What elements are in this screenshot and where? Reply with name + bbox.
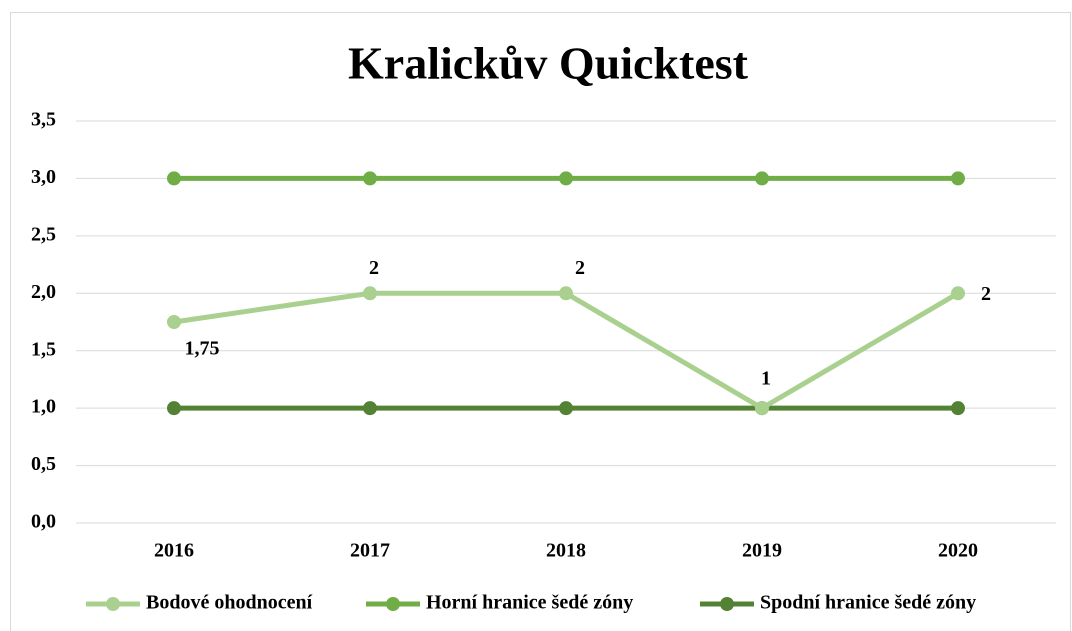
legend-label: Bodové ohodnocení: [146, 592, 313, 614]
x-tick-label: 2019: [742, 540, 782, 562]
y-tick-label: 0,5: [31, 453, 56, 475]
y-tick-label: 1,0: [31, 396, 56, 418]
legend-marker: [106, 597, 120, 611]
marker: [951, 286, 965, 301]
marker: [755, 401, 769, 416]
x-tick-label: 2016: [154, 540, 194, 562]
y-tick-label: 2,5: [31, 223, 56, 245]
marker: [363, 286, 377, 301]
y-tick-label: 3,0: [31, 166, 56, 188]
data-label: 1: [761, 368, 771, 390]
data-label: 2: [369, 257, 379, 279]
data-label: 1,75: [185, 338, 220, 360]
legend-label: Spodní hranice šedé zóny: [760, 592, 976, 614]
marker: [951, 401, 965, 416]
data-label: 2: [575, 257, 585, 279]
y-tick-label: 2,0: [31, 281, 56, 303]
data-label: 2: [981, 283, 991, 305]
marker: [363, 171, 377, 186]
marker: [167, 315, 181, 329]
y-tick-label: 3,5: [31, 109, 56, 131]
chart-title: Kralickův Quicktest: [348, 38, 749, 89]
y-tick-label: 1,5: [31, 338, 56, 360]
x-tick-label: 2020: [938, 540, 978, 562]
marker: [755, 171, 769, 186]
marker: [559, 286, 573, 301]
marker: [363, 401, 377, 416]
chart-border: [10, 12, 1071, 631]
marker: [559, 171, 573, 186]
x-tick-label: 2018: [546, 540, 586, 562]
marker: [559, 401, 573, 416]
x-tick-label: 2017: [350, 540, 390, 562]
marker: [951, 171, 965, 186]
legend-marker: [720, 597, 734, 611]
y-tick-label: 0,0: [31, 511, 56, 533]
legend-label: Horní hranice šedé zóny: [426, 592, 633, 614]
marker: [167, 171, 181, 186]
marker: [167, 401, 181, 416]
legend-marker: [386, 597, 400, 611]
